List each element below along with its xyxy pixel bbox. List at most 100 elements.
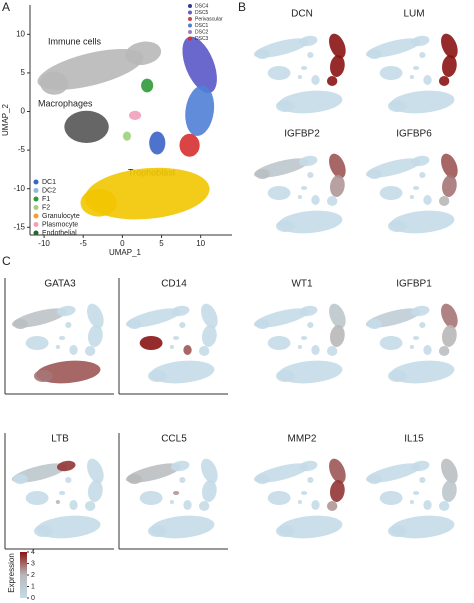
- expression-cluster: [170, 305, 190, 317]
- expression-cluster: [276, 220, 295, 232]
- colorbar: [20, 552, 27, 598]
- gene-label: IGFBP6: [396, 129, 432, 140]
- expression-cluster: [367, 319, 382, 329]
- expression-cluster: [423, 75, 432, 85]
- legend-swatch: [33, 222, 39, 227]
- legend-swatch: [188, 30, 192, 34]
- legend-label: DC1: [42, 179, 56, 186]
- expression-cluster: [326, 501, 338, 511]
- expression-cluster: [201, 303, 218, 329]
- cluster: [64, 110, 109, 143]
- expression-cluster: [367, 49, 382, 59]
- expression-cluster: [438, 346, 450, 356]
- expression-cluster: [172, 336, 180, 340]
- x-axis-label: UMAP_1: [109, 248, 142, 257]
- colorbar-tick-label: 4: [31, 549, 35, 556]
- expression-cluster: [300, 491, 308, 495]
- expression-cluster: [307, 52, 314, 58]
- expression-cluster: [13, 474, 28, 484]
- expression-cluster: [311, 500, 320, 510]
- x-tick-label: -10: [38, 239, 50, 248]
- legend-swatch: [33, 196, 39, 202]
- expression-cluster: [139, 336, 163, 350]
- gene-label: DCN: [291, 9, 313, 20]
- x-tick-label: 5: [159, 239, 164, 248]
- expression-cluster: [267, 336, 291, 350]
- annotation: Immune cells: [48, 36, 102, 46]
- y-tick-label: -15: [13, 222, 25, 231]
- expression-cluster: [326, 196, 338, 206]
- expression-cluster: [412, 186, 420, 190]
- expression-cluster: [69, 500, 78, 510]
- expression-cluster: [412, 491, 420, 495]
- expression-cluster: [441, 458, 458, 484]
- expression-cluster: [311, 75, 320, 85]
- expression-cluster: [409, 195, 415, 199]
- expression-cluster: [379, 336, 403, 350]
- expression-cluster: [55, 500, 60, 504]
- colorbar-tick-label: 2: [31, 572, 35, 579]
- expression-cluster: [34, 525, 53, 537]
- expression-cluster: [201, 480, 217, 502]
- gene-label: LTB: [51, 434, 69, 445]
- gene-label: IGFBP1: [396, 279, 432, 290]
- gene-label: WT1: [291, 279, 313, 290]
- legend-label: DSC5: [195, 10, 209, 16]
- legend-swatch: [33, 188, 39, 193]
- expression-cluster: [409, 345, 415, 349]
- cluster: [141, 78, 154, 93]
- cluster: [182, 36, 217, 94]
- cluster: [179, 133, 200, 157]
- legend-label: Endothelial: [42, 230, 77, 237]
- expression-cluster: [255, 169, 270, 179]
- expression-cluster: [13, 319, 28, 329]
- expression-cluster: [25, 336, 49, 350]
- expression-cluster: [367, 169, 382, 179]
- expression-cluster: [267, 66, 291, 80]
- expression-cluster: [65, 322, 72, 328]
- expression-cluster: [367, 474, 382, 484]
- expression-cluster: [58, 491, 66, 495]
- legend-label: Plasmocyte: [42, 221, 78, 228]
- expression-cluster: [410, 155, 430, 167]
- y-tick-label: 5: [21, 68, 26, 77]
- expression-cluster: [276, 370, 295, 382]
- legend-label: Granulocyte: [42, 213, 80, 220]
- expression-cluster: [311, 345, 320, 355]
- expression-cluster: [388, 100, 407, 112]
- expression-cluster: [329, 480, 345, 502]
- cluster: [40, 71, 69, 95]
- legend-label: DSC3: [195, 36, 209, 42]
- expression-cluster: [56, 305, 76, 317]
- gene-label: LUM: [403, 9, 424, 20]
- expression-cluster: [329, 325, 345, 347]
- expression-cluster: [441, 153, 458, 179]
- expression-cluster: [297, 195, 303, 199]
- gene-label: IL15: [404, 434, 424, 445]
- expression-cluster: [183, 500, 192, 510]
- expression-cluster: [300, 336, 308, 340]
- y-tick-label: -10: [13, 184, 25, 193]
- colorbar-tick-label: 0: [31, 595, 35, 602]
- expression-cluster: [87, 325, 103, 347]
- expression-cluster: [255, 319, 270, 329]
- expression-cluster: [198, 501, 210, 511]
- panel-label: B: [238, 0, 246, 14]
- cluster: [125, 41, 162, 66]
- legend-swatch: [33, 205, 39, 210]
- expression-cluster: [198, 346, 210, 356]
- expression-cluster: [412, 66, 420, 70]
- expression-cluster: [58, 336, 66, 340]
- expression-cluster: [379, 66, 403, 80]
- annotation: Macrophages: [38, 98, 93, 108]
- expression-cluster: [276, 525, 295, 537]
- legend-label: F1: [42, 196, 50, 203]
- expression-cluster: [69, 345, 78, 355]
- expression-cluster: [25, 491, 49, 505]
- expression-cluster: [409, 75, 415, 79]
- expression-cluster: [84, 501, 96, 511]
- expression-cluster: [423, 500, 432, 510]
- expression-cluster: [329, 175, 345, 197]
- expression-cluster: [438, 196, 450, 206]
